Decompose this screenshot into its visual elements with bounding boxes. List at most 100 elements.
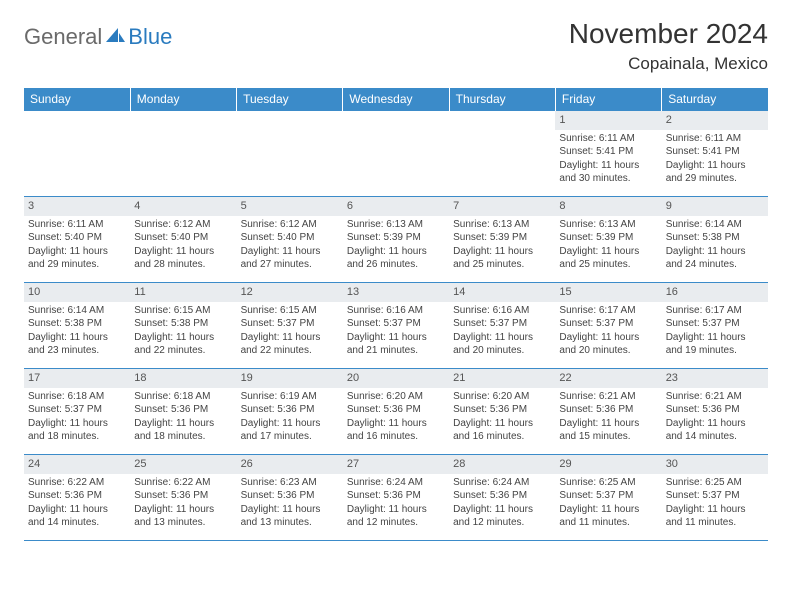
sunrise-text: Sunrise: 6:17 AM [666,304,764,318]
day-cell: 13Sunrise: 6:16 AMSunset: 5:37 PMDayligh… [343,283,449,369]
sunrise-text: Sunrise: 6:25 AM [666,476,764,490]
day-cell: 8Sunrise: 6:13 AMSunset: 5:39 PMDaylight… [555,197,661,283]
daylight-text: Daylight: 11 hours and 16 minutes. [347,417,445,444]
day-number: 6 [343,197,449,216]
day-cell: 6Sunrise: 6:13 AMSunset: 5:39 PMDaylight… [343,197,449,283]
sunrise-text: Sunrise: 6:16 AM [347,304,445,318]
daylight-text: Daylight: 11 hours and 14 minutes. [666,417,764,444]
sunrise-text: Sunrise: 6:23 AM [241,476,339,490]
sunrise-text: Sunrise: 6:13 AM [453,218,551,232]
day-number: 23 [662,369,768,388]
day-cell [130,111,236,197]
day-number: 30 [662,455,768,474]
day-cell: 3Sunrise: 6:11 AMSunset: 5:40 PMDaylight… [24,197,130,283]
day-cell: 16Sunrise: 6:17 AMSunset: 5:37 PMDayligh… [662,283,768,369]
day-cell: 25Sunrise: 6:22 AMSunset: 5:36 PMDayligh… [130,455,236,541]
sunrise-text: Sunrise: 6:24 AM [453,476,551,490]
daylight-text: Daylight: 11 hours and 18 minutes. [28,417,126,444]
location: Copainala, Mexico [569,54,768,74]
daylight-text: Daylight: 11 hours and 20 minutes. [453,331,551,358]
daylight-text: Daylight: 11 hours and 19 minutes. [666,331,764,358]
sunset-text: Sunset: 5:36 PM [347,489,445,503]
day-cell: 24Sunrise: 6:22 AMSunset: 5:36 PMDayligh… [24,455,130,541]
day-cell [237,111,343,197]
day-cell: 7Sunrise: 6:13 AMSunset: 5:39 PMDaylight… [449,197,555,283]
sunrise-text: Sunrise: 6:22 AM [28,476,126,490]
day-cell: 18Sunrise: 6:18 AMSunset: 5:36 PMDayligh… [130,369,236,455]
daylight-text: Daylight: 11 hours and 13 minutes. [241,503,339,530]
sunset-text: Sunset: 5:37 PM [453,317,551,331]
day-cell: 27Sunrise: 6:24 AMSunset: 5:36 PMDayligh… [343,455,449,541]
day-number: 1 [555,111,661,130]
dow-row: Sunday Monday Tuesday Wednesday Thursday… [24,88,768,111]
sunrise-text: Sunrise: 6:20 AM [453,390,551,404]
day-cell: 9Sunrise: 6:14 AMSunset: 5:38 PMDaylight… [662,197,768,283]
sunrise-text: Sunrise: 6:11 AM [28,218,126,232]
day-number: 26 [237,455,343,474]
sunset-text: Sunset: 5:37 PM [666,489,764,503]
sunrise-text: Sunrise: 6:11 AM [666,132,764,146]
day-number: 5 [237,197,343,216]
sunrise-text: Sunrise: 6:14 AM [28,304,126,318]
sunset-text: Sunset: 5:40 PM [134,231,232,245]
day-number: 21 [449,369,555,388]
sunset-text: Sunset: 5:41 PM [666,145,764,159]
sunrise-text: Sunrise: 6:11 AM [559,132,657,146]
day-cell: 30Sunrise: 6:25 AMSunset: 5:37 PMDayligh… [662,455,768,541]
daylight-text: Daylight: 11 hours and 17 minutes. [241,417,339,444]
sunset-text: Sunset: 5:37 PM [347,317,445,331]
sunrise-text: Sunrise: 6:12 AM [134,218,232,232]
day-cell: 5Sunrise: 6:12 AMSunset: 5:40 PMDaylight… [237,197,343,283]
dow-saturday: Saturday [662,88,768,111]
sunrise-text: Sunrise: 6:17 AM [559,304,657,318]
day-cell: 22Sunrise: 6:21 AMSunset: 5:36 PMDayligh… [555,369,661,455]
daylight-text: Daylight: 11 hours and 13 minutes. [134,503,232,530]
day-cell: 26 Sunrise: 6:23 AMSunset: 5:36 PMDayligh… [237,455,343,541]
week-row: 1Sunrise: 6:11 AMSunset: 5:41 PMDaylight… [24,111,768,197]
day-number: 14 [449,283,555,302]
sunset-text: Sunset: 5:38 PM [134,317,232,331]
day-cell: 10Sunrise: 6:14 AMSunset: 5:38 PMDayligh… [24,283,130,369]
day-cell: 12Sunrise: 6:15 AMSunset: 5:37 PMDayligh… [237,283,343,369]
day-cell: 1Sunrise: 6:11 AMSunset: 5:41 PMDaylight… [555,111,661,197]
daylight-text: Daylight: 11 hours and 15 minutes. [559,417,657,444]
sunrise-text: Sunrise: 6:20 AM [347,390,445,404]
sunrise-text: Sunrise: 6:18 AM [28,390,126,404]
daylight-text: Daylight: 11 hours and 23 minutes. [28,331,126,358]
month-title: November 2024 [569,18,768,50]
logo: General Blue [24,18,172,50]
header: General Blue November 2024 Copainala, Me… [24,18,768,74]
sunset-text: Sunset: 5:39 PM [559,231,657,245]
day-cell: 11Sunrise: 6:15 AMSunset: 5:38 PMDayligh… [130,283,236,369]
title-block: November 2024 Copainala, Mexico [569,18,768,74]
sunset-text: Sunset: 5:36 PM [666,403,764,417]
day-cell [343,111,449,197]
sunset-text: Sunset: 5:37 PM [666,317,764,331]
sunset-text: Sunset: 5:40 PM [28,231,126,245]
daylight-text: Daylight: 11 hours and 12 minutes. [347,503,445,530]
daylight-text: Daylight: 11 hours and 24 minutes. [666,245,764,272]
sunset-text: Sunset: 5:37 PM [28,403,126,417]
day-cell: 15Sunrise: 6:17 AMSunset: 5:37 PMDayligh… [555,283,661,369]
day-number: 8 [555,197,661,216]
day-number: 27 [343,455,449,474]
day-number: 12 [237,283,343,302]
day-number: 19 [237,369,343,388]
day-cell: 19Sunrise: 6:19 AMSunset: 5:36 PMDayligh… [237,369,343,455]
day-number: 4 [130,197,236,216]
sunset-text: Sunset: 5:36 PM [241,403,339,417]
sunrise-text: Sunrise: 6:13 AM [347,218,445,232]
logo-text-general: General [24,24,102,50]
day-cell: 4Sunrise: 6:12 AMSunset: 5:40 PMDaylight… [130,197,236,283]
day-number: 10 [24,283,130,302]
day-number: 2 [662,111,768,130]
sunrise-text: Sunrise: 6:21 AM [559,390,657,404]
sunset-text: Sunset: 5:40 PM [241,231,339,245]
sunset-text: Sunset: 5:36 PM [241,489,339,503]
sunrise-text: Sunrise: 6:21 AM [666,390,764,404]
sunrise-text: Sunrise: 6:22 AM [134,476,232,490]
week-row: 3Sunrise: 6:11 AMSunset: 5:40 PMDaylight… [24,197,768,283]
daylight-text: Daylight: 11 hours and 11 minutes. [559,503,657,530]
sunset-text: Sunset: 5:36 PM [134,403,232,417]
daylight-text: Daylight: 11 hours and 22 minutes. [134,331,232,358]
